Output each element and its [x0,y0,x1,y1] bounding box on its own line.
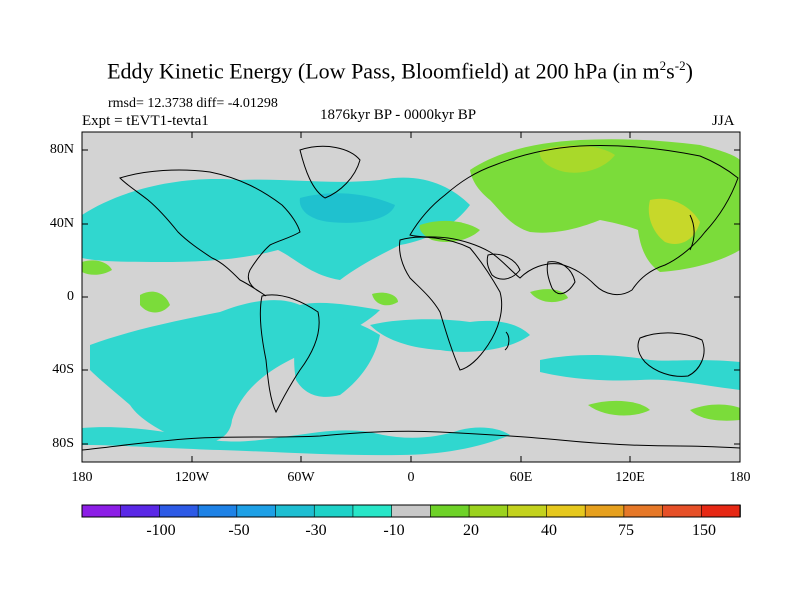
lat-label-80s: 80S [52,436,74,451]
colorbar-label: -100 [146,522,176,539]
coast-south-america [259,294,320,414]
coast-japan [689,214,695,251]
colorbar-swatch [313,504,354,518]
plot-title: Eddy Kinetic Energy (Low Pass, Bloomfiel… [107,58,693,84]
anomaly-indonesia [530,289,568,303]
lat-label-40n: 40N [49,216,74,231]
anomaly-southern-indian [540,355,740,390]
coast-australia [637,332,705,377]
colorbar-label: 20 [463,522,479,539]
lat-label-40s: 40S [52,362,74,377]
colorbar-swatch [700,504,741,518]
colorbar-label: -10 [383,522,405,539]
lon-label-60e: 60E [509,470,533,485]
coast-arabia [486,253,521,280]
colorbar-swatch [468,504,509,518]
anomaly-tropical-atlantic [372,292,398,306]
period-label: 1876kyr BP - 0000kyr BP [320,107,477,123]
colorbar-swatch [197,504,238,518]
anomaly-north-atlantic-core [299,193,395,223]
colorbar-label: -50 [228,522,250,539]
colorbar-swatch [391,504,432,518]
coast-antarctica [82,430,740,451]
lon-label-120w: 120W [174,470,210,485]
colorbar-swatch [430,504,470,518]
coast-india [546,261,576,295]
colorbar-swatch [584,504,625,518]
lon-label-120e: 120E [615,470,645,485]
coastlines [82,144,740,451]
anomaly-asia-core [539,145,615,173]
coast-north-america [119,169,301,297]
lat-label-80n: 80N [49,142,74,157]
colorbar-swatch [159,504,199,518]
coast-africa [399,236,503,371]
anomaly-antarctic-band [82,427,510,456]
anomaly-south-atlantic [294,314,380,397]
colorbar-swatch [236,504,277,518]
colorbar [81,504,741,518]
anomaly-north-pacific [82,260,112,275]
colorbar-label: 150 [692,522,716,539]
anomaly-indian-ocean [370,319,530,352]
lon-label-0: 0 [407,470,415,485]
colorbar-swatch [546,504,586,518]
colorbar-label: 40 [541,522,557,539]
anomaly-central-pacific [140,291,170,313]
map-field [82,132,740,462]
stats-label: rmsd= 12.3738 diff= -4.01298 [108,96,278,111]
lon-label-180w: 180 [71,470,93,485]
coast-europe-asia [409,144,739,296]
colorbar-swatch [623,504,664,518]
lon-label-180e: 180 [729,470,751,485]
colorbar-label: -30 [305,522,327,539]
experiment-label: Expt = tEVT1-tevta1 [82,113,209,129]
colorbar-swatch [662,504,703,518]
coast-madagascar [504,331,510,351]
anomaly-indian-south [588,400,650,416]
colorbar-swatch [81,504,122,518]
coast-greenland [299,145,361,199]
anomaly-east-asia [648,198,700,244]
colorbar-label: 75 [618,522,634,539]
lon-label-60w: 60W [287,470,315,485]
season-label: JJA [712,113,735,129]
colorbar-swatch [120,504,161,518]
colorbar-swatch [275,504,316,518]
colorbar-frame [81,504,741,518]
anomaly-antarctic-green [690,404,740,421]
colorbar-swatch [507,504,548,518]
map-ticks [81,132,741,462]
colorbar-swatch [352,504,393,518]
lat-label-0: 0 [67,289,74,304]
